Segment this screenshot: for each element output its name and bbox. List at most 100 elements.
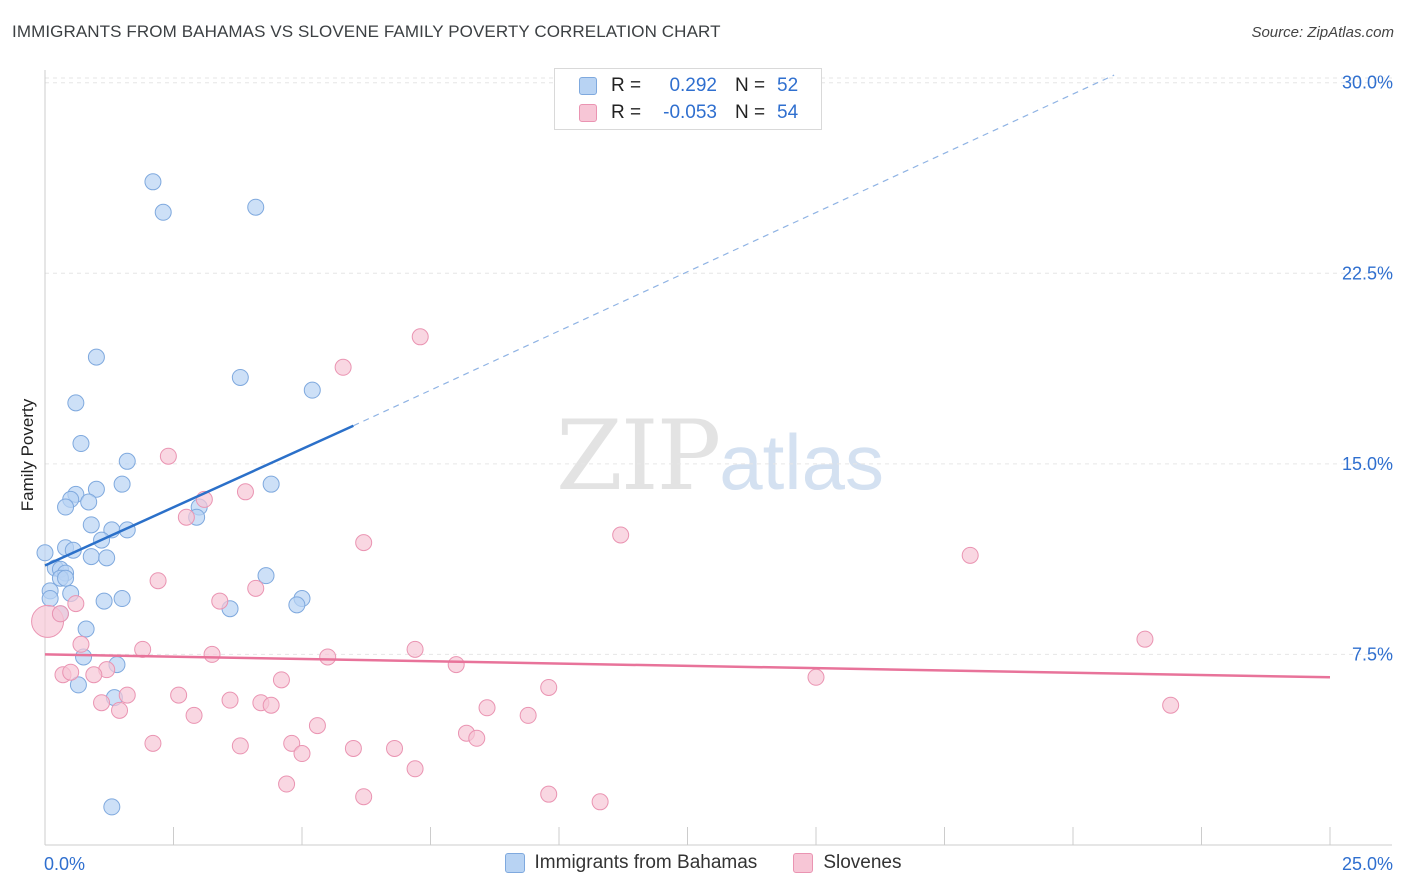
- watermark-atlas: atlas: [719, 418, 884, 506]
- y-tick-label: 7.5%: [1352, 644, 1393, 664]
- watermark: ZIPatlas: [556, 400, 884, 512]
- slovene-point: [519, 706, 537, 724]
- slovene-point: [478, 699, 496, 717]
- legend-swatch-pink: [579, 104, 597, 122]
- correlation-legend: R = 0.292 N = 52 R = -0.053 N = 54: [554, 68, 822, 130]
- legend-item-slovenes[interactable]: Slovenes: [793, 852, 901, 874]
- slovene-point: [283, 734, 301, 752]
- bahamas-point: [36, 544, 54, 562]
- bahamas-point: [87, 348, 105, 366]
- slovene-point: [540, 678, 558, 696]
- bahamas-point: [69, 676, 87, 694]
- slovene-point: [319, 648, 337, 666]
- bahamas-point: [95, 592, 113, 610]
- slovene-point: [411, 328, 429, 346]
- r-value: 0.292: [669, 75, 717, 96]
- bahamas-point: [80, 493, 98, 511]
- slovene-point: [221, 691, 239, 709]
- legend-swatch-blue: [579, 77, 597, 95]
- slovene-point: [334, 358, 352, 376]
- bahamas-point: [118, 452, 136, 470]
- legend-item-bahamas[interactable]: Immigrants from Bahamas: [504, 852, 758, 874]
- bahamas-point: [288, 596, 306, 614]
- bahamas-point: [113, 590, 131, 608]
- legend-row-bahamas: R = 0.292 N = 52: [579, 73, 798, 99]
- r-value: -0.053: [663, 102, 717, 123]
- slovene-point: [406, 640, 424, 658]
- bahamas-point: [87, 480, 105, 498]
- slovene-point: [118, 686, 136, 704]
- bahamas-point: [303, 381, 321, 399]
- bahamas-point: [247, 198, 265, 216]
- source-label: Source: ZipAtlas.com: [1251, 24, 1394, 41]
- slovene-point: [85, 666, 103, 684]
- slovene-point: [72, 635, 90, 653]
- slovene-point: [51, 605, 69, 623]
- slovene-point: [170, 686, 188, 704]
- x-tick-label: 0.0%: [44, 854, 85, 874]
- slovene-point: [591, 793, 609, 811]
- slovene-point: [355, 534, 373, 552]
- slovene-point: [144, 734, 162, 752]
- bahamas-point: [77, 620, 95, 638]
- watermark-zip: ZIP: [556, 400, 721, 512]
- legend-row-slovenes: R = -0.053 N = 54: [579, 100, 798, 126]
- bahamas-point: [57, 569, 75, 587]
- legend-label: Immigrants from Bahamas: [534, 852, 758, 873]
- slovene-point: [344, 739, 362, 757]
- r-label: R =: [611, 102, 642, 123]
- bahamas-point: [231, 368, 249, 386]
- series-legend: Immigrants from Bahamas Slovenes: [0, 852, 1406, 874]
- slovene-point: [308, 717, 326, 735]
- slovene-point: [149, 572, 167, 590]
- slovene-point: [386, 739, 404, 757]
- slovene-point: [262, 696, 280, 714]
- slovene-point: [293, 745, 311, 763]
- bahamas-point: [103, 798, 121, 816]
- slovene-point: [272, 671, 290, 689]
- slovene-point: [807, 668, 825, 686]
- bahamas-point: [257, 567, 275, 585]
- n-label: N =: [735, 75, 766, 96]
- slovene-point: [468, 729, 486, 747]
- n-label: N =: [735, 102, 766, 123]
- y-axis-label: Family Poverty: [18, 398, 37, 512]
- slovene-point: [185, 706, 203, 724]
- bahamas-point: [72, 435, 90, 453]
- slovene-point: [159, 447, 177, 465]
- bahamas-point: [82, 548, 100, 566]
- slovene-point: [177, 508, 195, 526]
- legend-label: Slovenes: [823, 852, 902, 873]
- bahamas-point: [144, 173, 162, 191]
- slovene-point: [406, 760, 424, 778]
- slovene-point: [1162, 696, 1180, 714]
- slovene-point: [203, 645, 221, 663]
- n-value: 54: [777, 102, 799, 123]
- slovene-point: [278, 775, 296, 793]
- slovene-point: [93, 694, 111, 712]
- y-tick-label: 15.0%: [1342, 454, 1393, 474]
- slovene-point: [111, 701, 129, 719]
- x-tick-label: 25.0%: [1342, 854, 1393, 874]
- slovene-point: [247, 579, 265, 597]
- slovene-point: [231, 737, 249, 755]
- bahamas-point: [67, 394, 85, 412]
- slovene-trend-line: [44, 653, 1331, 679]
- n-value: 52: [777, 75, 799, 96]
- slovene-point: [236, 483, 254, 501]
- slovene-point: [961, 546, 979, 564]
- slovene-point: [1136, 630, 1154, 648]
- y-tick-label: 22.5%: [1342, 263, 1393, 283]
- slovene-point: [540, 785, 558, 803]
- bahamas-point: [154, 203, 172, 221]
- bahamas-trend-line: [44, 424, 354, 567]
- bahamas-point: [41, 590, 59, 608]
- bahamas-point: [262, 475, 280, 493]
- bahamas-point: [98, 549, 116, 567]
- slovene-point: [67, 595, 85, 613]
- bahamas-point: [57, 498, 75, 516]
- slovene-point: [612, 526, 630, 544]
- bahamas-trend-extension: [353, 74, 1115, 427]
- y-tick-label: 30.0%: [1342, 73, 1393, 93]
